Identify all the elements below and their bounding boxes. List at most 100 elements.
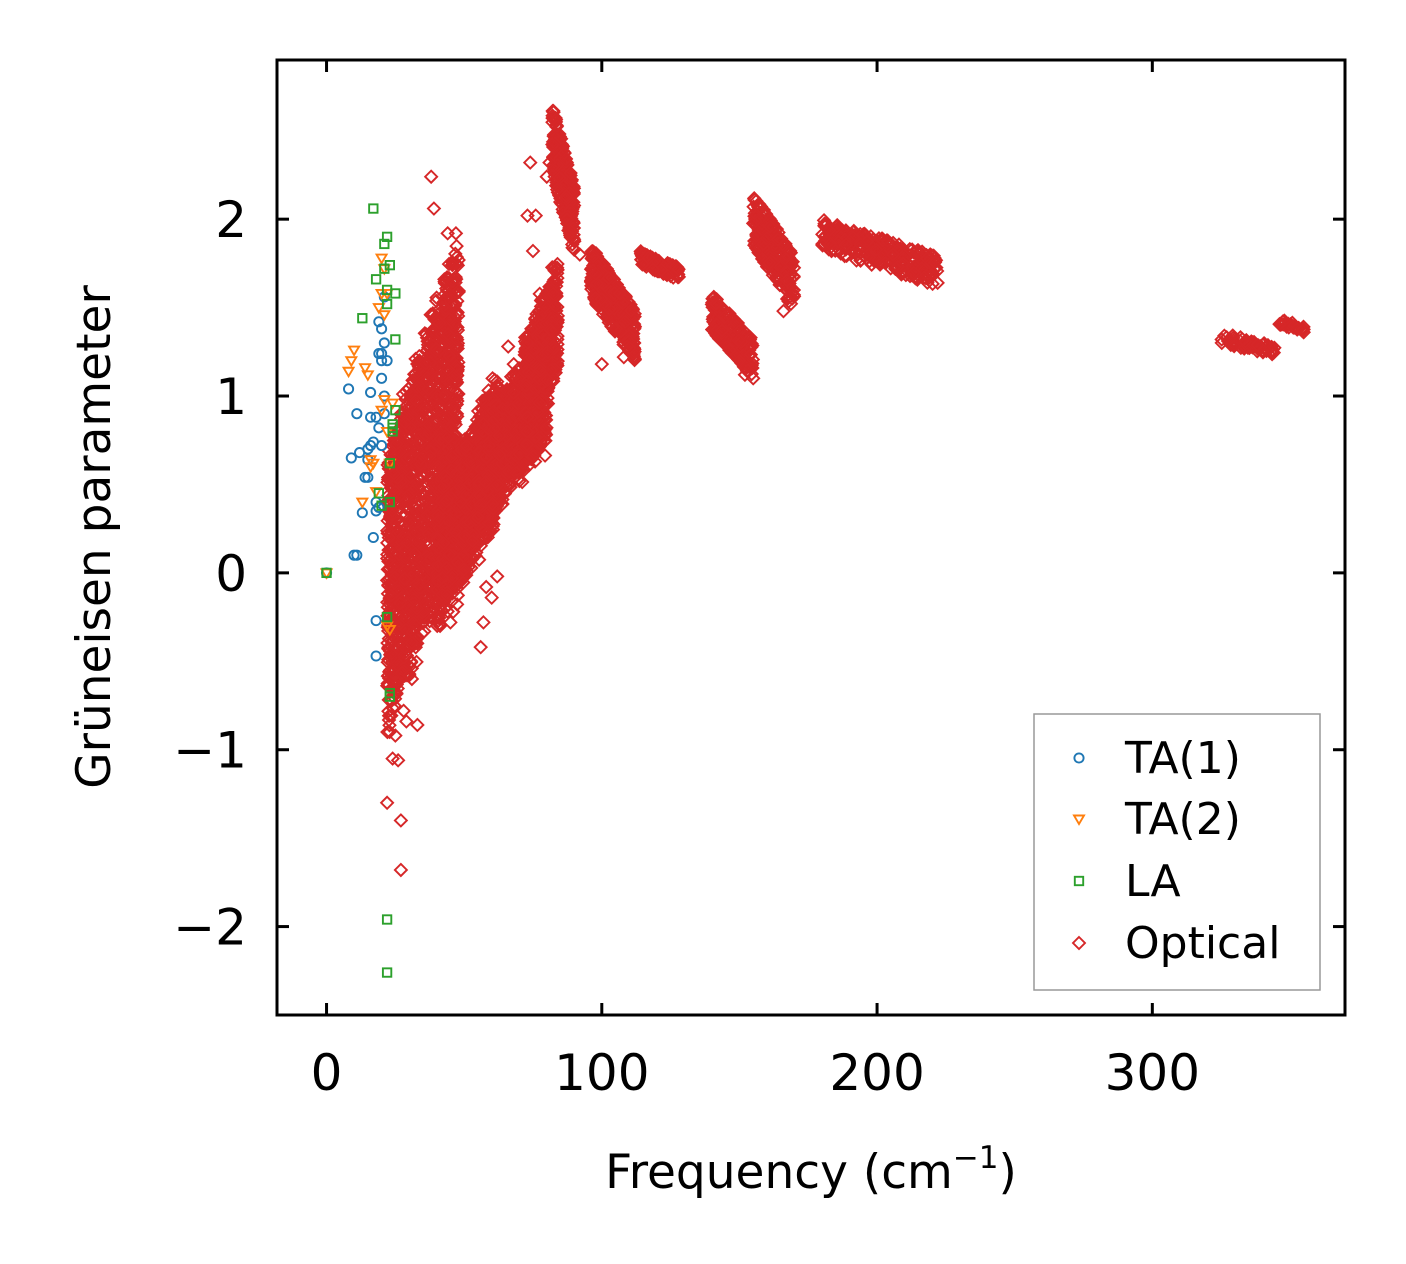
data-point-optical bbox=[390, 432, 405, 447]
data-point-optical bbox=[391, 488, 407, 504]
data-point-optical bbox=[421, 381, 436, 397]
data-point-optical bbox=[459, 438, 474, 454]
data-point-optical bbox=[540, 299, 556, 315]
data-point-optical bbox=[419, 385, 434, 401]
data-point-optical bbox=[441, 547, 457, 563]
data-point-optical bbox=[545, 373, 561, 389]
data-point-optical bbox=[626, 321, 642, 337]
data-point-optical bbox=[430, 388, 446, 404]
data-point-optical bbox=[493, 442, 509, 458]
data-point-optical bbox=[398, 383, 414, 399]
data-point-optical bbox=[439, 588, 455, 604]
data-point-optical bbox=[520, 385, 536, 401]
data-point-optical bbox=[390, 583, 406, 599]
data-point-optical bbox=[418, 427, 433, 443]
data-point-optical bbox=[547, 135, 563, 151]
data-point-optical bbox=[503, 399, 519, 415]
data-point-optical bbox=[420, 340, 436, 355]
series-optical bbox=[379, 103, 1312, 878]
data-point-optical bbox=[433, 399, 449, 415]
data-point-optical bbox=[584, 244, 599, 259]
data-point-optical bbox=[381, 530, 397, 545]
data-point-optical bbox=[436, 294, 452, 310]
data-point-optical bbox=[441, 513, 457, 529]
data-point-optical bbox=[521, 352, 537, 367]
data-point-optical bbox=[546, 128, 562, 144]
data-point-optical bbox=[430, 573, 446, 589]
data-point-optical bbox=[431, 610, 447, 626]
data-point-optical bbox=[549, 274, 565, 290]
data-point-optical bbox=[408, 570, 424, 585]
data-point-optical bbox=[440, 491, 455, 506]
data-point-optical bbox=[445, 416, 461, 432]
data-point-optical bbox=[380, 470, 396, 485]
data-point-optical bbox=[621, 334, 637, 349]
data-point-optical bbox=[468, 545, 484, 560]
data-point-optical bbox=[403, 430, 419, 445]
data-point-optical bbox=[391, 424, 406, 440]
data-point-optical bbox=[385, 503, 400, 519]
data-point-optical bbox=[396, 509, 412, 525]
data-point-optical bbox=[514, 474, 530, 490]
data-point-optical bbox=[379, 523, 395, 539]
data-point-optical bbox=[433, 431, 448, 447]
data-point-optical bbox=[485, 370, 500, 386]
data-point-optical bbox=[387, 570, 403, 585]
data-point-optical bbox=[671, 261, 686, 277]
data-point-optical bbox=[385, 669, 401, 685]
data-point-optical bbox=[414, 589, 430, 605]
data-point-optical bbox=[617, 314, 633, 330]
data-point-optical bbox=[422, 418, 438, 434]
data-point-optical bbox=[425, 306, 441, 321]
data-point-optical bbox=[521, 364, 536, 380]
data-point-optical bbox=[386, 701, 401, 717]
data-point-optical bbox=[399, 451, 415, 467]
data-point-optical bbox=[558, 151, 574, 167]
data-point-optical bbox=[612, 299, 627, 315]
data-point-optical bbox=[438, 493, 454, 509]
data-point-optical bbox=[421, 425, 437, 441]
data-point-optical bbox=[515, 455, 531, 471]
data-point-optical bbox=[459, 487, 475, 502]
data-point-optical bbox=[485, 522, 501, 537]
data-point-optical bbox=[388, 484, 403, 500]
data-point-optical bbox=[405, 624, 420, 640]
data-point-optical bbox=[601, 270, 617, 286]
data-point-optical bbox=[445, 274, 460, 289]
data-point-optical bbox=[422, 376, 438, 392]
data-point-optical bbox=[416, 604, 432, 619]
data-point-optical bbox=[418, 595, 434, 611]
data-point-optical bbox=[534, 292, 550, 307]
data-point-optical bbox=[538, 364, 553, 379]
data-point-optical bbox=[409, 635, 425, 651]
data-point-optical bbox=[457, 435, 472, 450]
data-point-optical bbox=[390, 470, 406, 486]
data-point-optical bbox=[411, 348, 427, 364]
data-point-optical bbox=[549, 182, 565, 197]
data-point-optical bbox=[478, 474, 494, 490]
data-point-optical bbox=[445, 534, 461, 549]
data-point-optical bbox=[449, 340, 465, 356]
data-point-optical bbox=[409, 524, 425, 540]
data-point-optical bbox=[414, 403, 429, 419]
data-point-optical bbox=[550, 157, 565, 173]
data-point-optical bbox=[544, 260, 560, 275]
data-point-optical bbox=[403, 469, 418, 485]
data-point-optical bbox=[545, 322, 561, 338]
data-point-optical bbox=[520, 335, 536, 351]
data-point-optical bbox=[622, 340, 637, 356]
data-point-optical bbox=[488, 398, 504, 413]
data-point-optical bbox=[626, 350, 642, 366]
data-point-optical bbox=[443, 420, 459, 435]
data-point-optical bbox=[549, 260, 565, 276]
data-point-optical bbox=[589, 285, 605, 301]
data-point-optical bbox=[615, 295, 631, 311]
data-point-optical bbox=[428, 341, 444, 357]
data-point-optical bbox=[537, 448, 553, 463]
data-point-optical bbox=[528, 311, 543, 326]
data-point-optical bbox=[564, 172, 580, 188]
data-point-optical bbox=[548, 114, 564, 130]
data-point-optical bbox=[431, 343, 447, 358]
